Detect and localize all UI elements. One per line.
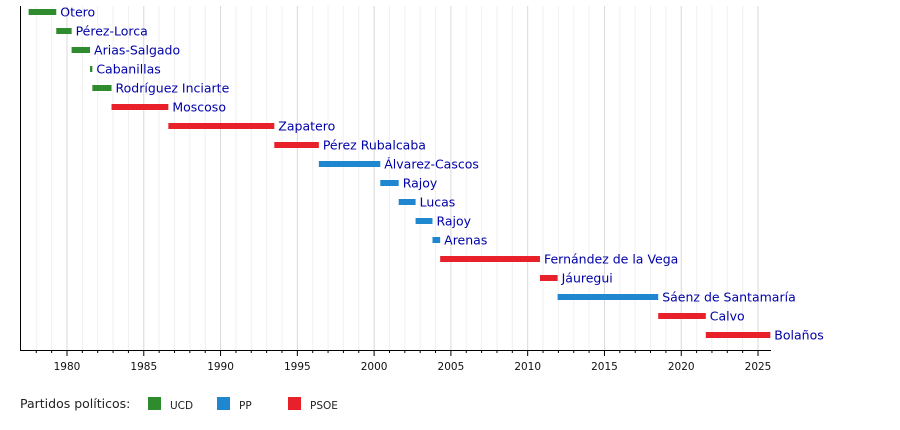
bar-label: Calvo — [710, 309, 745, 324]
bar-label: Pérez Rubalcaba — [323, 138, 426, 153]
bar-label: Jáuregui — [561, 271, 613, 286]
bar-ucd — [56, 28, 72, 34]
bar-ucd — [28, 9, 57, 15]
tick-label: 1980 — [54, 361, 81, 373]
bar-label: Bolaños — [774, 328, 823, 343]
bar-psoe — [658, 313, 706, 319]
legend-swatch-ucd — [148, 397, 161, 410]
bar-psoe — [168, 123, 275, 129]
tick-label: 1990 — [207, 361, 234, 373]
bar-pp — [432, 237, 441, 243]
bar-psoe — [705, 332, 771, 338]
grid — [35, 6, 759, 350]
x-axis: 1980 1985 1990 1995 2000 2005 2010 2015 2020 2025 — [20, 6, 771, 373]
tick-label: 2010 — [514, 361, 541, 373]
tick-label: 1995 — [284, 361, 311, 373]
tick-label: 2020 — [668, 361, 695, 373]
bar-label: Fernández de la Vega — [544, 252, 678, 267]
tick-label: 1985 — [130, 361, 157, 373]
bar-label: Pérez-Lorca — [76, 24, 148, 39]
bar-label: Zapatero — [278, 119, 335, 134]
tick-label: 2005 — [438, 361, 465, 373]
legend-title: Partidos políticos: — [20, 396, 130, 411]
legend-swatch-pp — [217, 397, 230, 410]
bar-label: Rodríguez Inciarte — [116, 81, 230, 96]
bar-label: Sáenz de Santamaría — [662, 290, 796, 305]
tick-label: 2025 — [745, 361, 772, 373]
bar-label: Cabanillas — [96, 62, 161, 77]
bar-psoe — [274, 142, 319, 148]
bar-label: Álvarez-Cascos — [384, 157, 479, 172]
bar-label: Rajoy — [436, 214, 471, 229]
bar-ucd — [90, 66, 93, 72]
bar-ucd — [92, 85, 112, 91]
bar-psoe — [440, 256, 540, 262]
tick-label: 2000 — [361, 361, 388, 373]
legend-label: PP — [239, 400, 252, 412]
bar-label: Arenas — [444, 233, 487, 248]
bar-label: Moscoso — [172, 100, 226, 115]
bar-label: Lucas — [420, 195, 456, 210]
legend-label: UCD — [170, 400, 193, 412]
bar-pp — [318, 161, 381, 167]
bar-pp — [398, 199, 416, 205]
bar-label: Arias-Salgado — [94, 43, 180, 58]
bar-pp — [380, 180, 399, 186]
legend: Partidos políticos: UCD PP PSOE — [20, 396, 338, 412]
bar-pp — [557, 294, 659, 300]
bar-label: Otero — [60, 5, 95, 20]
legend-swatch-psoe — [288, 397, 301, 410]
tick-label: 2015 — [591, 361, 618, 373]
bar-label: Rajoy — [403, 176, 438, 191]
bar-psoe — [539, 275, 558, 281]
bar-ucd — [71, 47, 91, 53]
bar-pp — [415, 218, 433, 224]
legend-label: PSOE — [310, 400, 338, 412]
bars: Otero Pérez-Lorca Arias-Salgado Cabanillas R… — [28, 5, 824, 343]
bar-psoe — [111, 104, 169, 110]
